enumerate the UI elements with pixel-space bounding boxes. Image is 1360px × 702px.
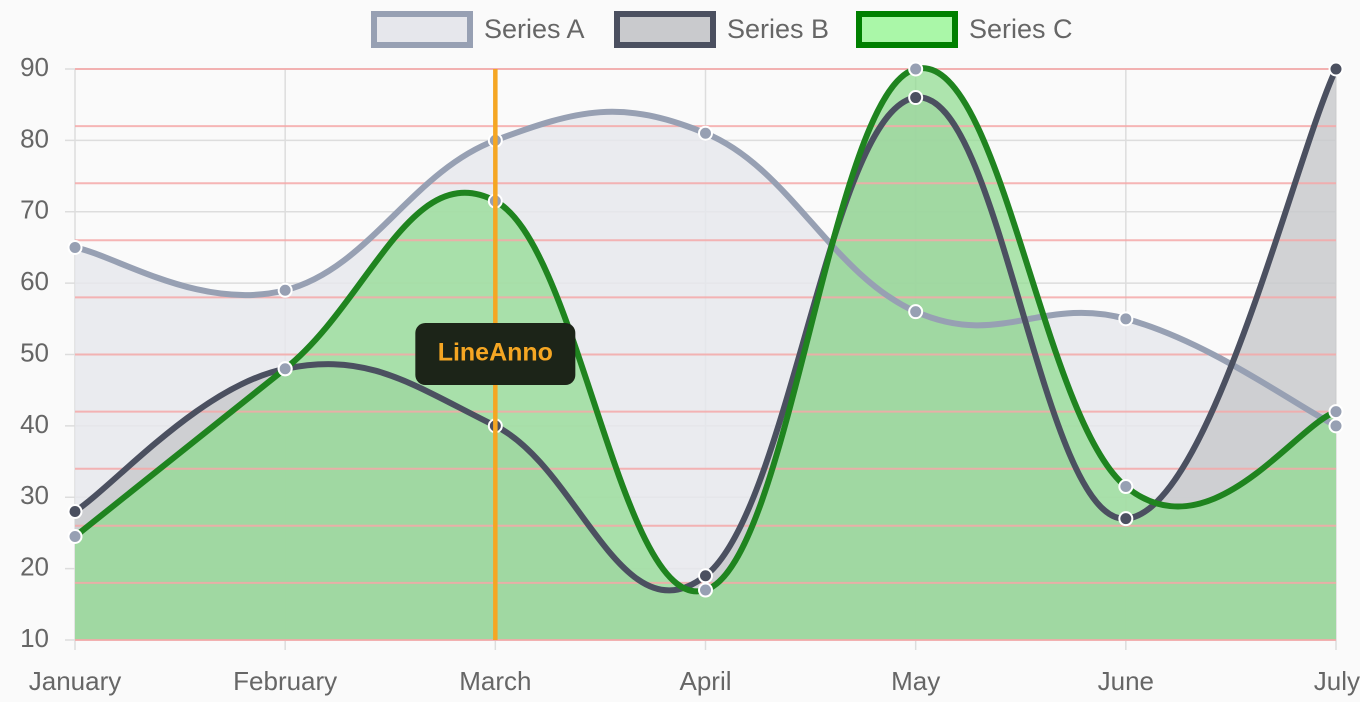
y-tick-label: 40 — [20, 409, 49, 439]
data-point[interactable] — [698, 125, 713, 141]
data-point[interactable] — [67, 504, 83, 520]
data-point[interactable] — [1328, 418, 1344, 434]
y-tick-label: 50 — [20, 337, 49, 367]
y-tick-label: 70 — [20, 195, 49, 225]
x-tick-label: March — [459, 666, 531, 696]
series-area-c — [75, 68, 1336, 640]
data-point[interactable] — [1118, 511, 1134, 527]
legend-swatch[interactable] — [614, 11, 716, 48]
x-tick-label: January — [29, 666, 122, 696]
data-point[interactable] — [67, 239, 83, 255]
data-point[interactable] — [698, 582, 713, 598]
annotation-label-box — [415, 323, 576, 385]
data-point[interactable] — [1328, 404, 1344, 420]
y-tick-label: 10 — [20, 623, 49, 653]
data-point[interactable] — [67, 529, 83, 545]
x-tick-label: May — [891, 666, 940, 696]
y-tick-label: 90 — [20, 52, 49, 82]
y-tick-label: 30 — [20, 480, 49, 510]
annotation-label: LineAnno — [438, 339, 553, 367]
series-line-b — [73, 67, 1339, 594]
x-tick-label: July — [1314, 666, 1360, 696]
legend-swatch[interactable] — [856, 11, 958, 48]
data-point[interactable] — [908, 90, 924, 106]
data-point[interactable] — [1328, 61, 1344, 77]
data-point[interactable] — [1118, 311, 1134, 327]
legend-label[interactable]: Series A — [484, 14, 585, 44]
data-point[interactable] — [277, 282, 293, 298]
legend-label[interactable]: Series C — [969, 14, 1073, 44]
x-tick-label: April — [679, 666, 731, 696]
y-tick-label: 60 — [20, 266, 49, 296]
y-tick-label: 80 — [20, 123, 49, 153]
y-tick-label: 20 — [20, 552, 49, 582]
data-point[interactable] — [908, 61, 924, 77]
data-point[interactable] — [908, 304, 924, 320]
series-line-c — [73, 65, 1338, 595]
legend-label[interactable]: Series B — [727, 14, 829, 44]
x-tick-label: June — [1098, 666, 1154, 696]
data-point[interactable] — [277, 361, 293, 377]
data-point[interactable] — [1118, 479, 1134, 495]
x-tick-label: February — [233, 666, 337, 696]
data-point[interactable] — [698, 568, 713, 584]
legend-swatch[interactable] — [371, 11, 473, 48]
